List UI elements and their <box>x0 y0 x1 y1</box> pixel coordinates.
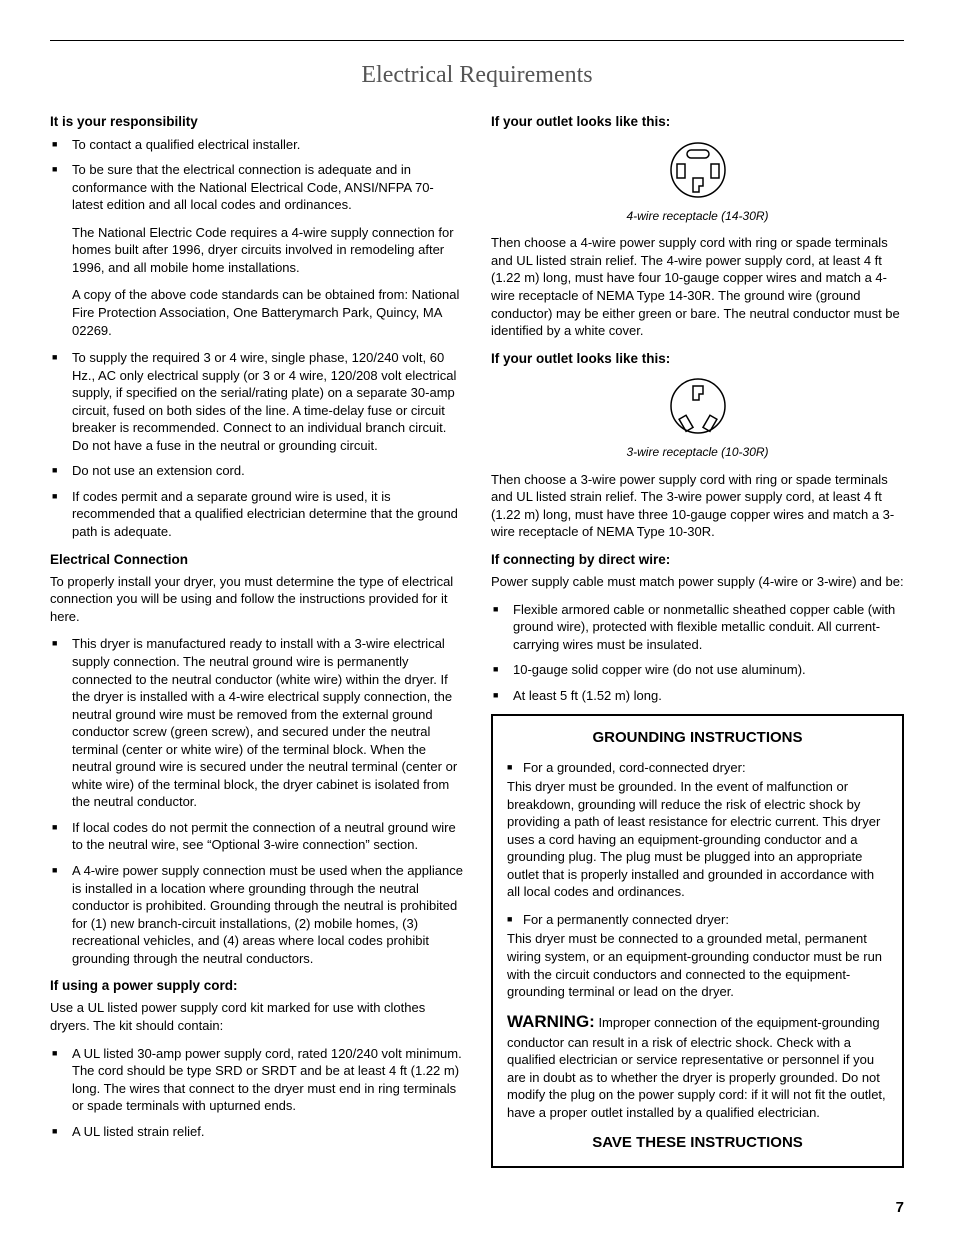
page-number: 7 <box>50 1198 904 1218</box>
list-item: To contact a qualified electrical instal… <box>50 136 463 154</box>
cord-heading: If using a power supply cord: <box>50 977 463 995</box>
paragraph: Power supply cable must match power supp… <box>491 573 904 591</box>
grounding-bullet-cord: For a grounded, cord-connected dryer: <box>507 759 888 777</box>
content-columns: It is your responsibility To contact a q… <box>50 113 904 1167</box>
left-column: It is your responsibility To contact a q… <box>50 113 463 1167</box>
list-subpara: The National Electric Code requires a 4-… <box>72 224 463 277</box>
grounding-bullet-permanent: For a permanently connected dryer: <box>507 911 888 929</box>
receptacle-4wire-icon <box>663 140 733 200</box>
grounding-title: GROUNDING INSTRUCTIONS <box>507 728 888 748</box>
list-item: Do not use an extension cord. <box>50 462 463 480</box>
paragraph: This dryer must be connected to a ground… <box>507 930 888 1000</box>
list-item: To supply the required 3 or 4 wire, sing… <box>50 349 463 454</box>
top-divider <box>50 40 904 41</box>
caption-4wire: 4-wire receptacle (14-30R) <box>491 208 904 224</box>
cord-list: A UL listed 30-amp power supply cord, ra… <box>50 1045 463 1141</box>
receptacle-3wire-figure <box>491 376 904 441</box>
list-item: This dryer is manufactured ready to inst… <box>50 635 463 810</box>
direct-wire-list: Flexible armored cable or nonmetallic sh… <box>491 601 904 705</box>
caption-3wire: 3-wire receptacle (10-30R) <box>491 444 904 460</box>
outlet-heading-4wire: If your outlet looks like this: <box>491 113 904 131</box>
responsibility-list: To contact a qualified electrical instal… <box>50 136 463 541</box>
paragraph: This dryer must be grounded. In the even… <box>507 778 888 901</box>
paragraph: To properly install your dryer, you must… <box>50 573 463 626</box>
responsibility-heading: It is your responsibility <box>50 113 463 131</box>
list-item: A UL listed strain relief. <box>50 1123 463 1141</box>
list-item-text: To be sure that the electrical connectio… <box>72 162 434 212</box>
list-item: If local codes do not permit the connect… <box>50 819 463 854</box>
paragraph: Then choose a 3-wire power supply cord w… <box>491 471 904 541</box>
list-item: If codes permit and a separate ground wi… <box>50 488 463 541</box>
right-column: If your outlet looks like this: 4-wire r… <box>491 113 904 1167</box>
paragraph: Use a UL listed power supply cord kit ma… <box>50 999 463 1034</box>
page-title: Electrical Requirements <box>50 59 904 91</box>
direct-wire-heading: If connecting by direct wire: <box>491 551 904 569</box>
receptacle-3wire-icon <box>663 376 733 436</box>
list-subpara: A copy of the above code standards can b… <box>72 286 463 339</box>
warning-paragraph: WARNING: Improper connection of the equi… <box>507 1011 888 1122</box>
outlet-heading-3wire: If your outlet looks like this: <box>491 350 904 368</box>
list-item: At least 5 ft (1.52 m) long. <box>491 687 904 705</box>
paragraph: Then choose a 4-wire power supply cord w… <box>491 234 904 339</box>
save-instructions: SAVE THESE INSTRUCTIONS <box>507 1133 888 1153</box>
warning-label: WARNING: <box>507 1012 595 1031</box>
electrical-connection-list: This dryer is manufactured ready to inst… <box>50 635 463 967</box>
grounding-box: GROUNDING INSTRUCTIONS For a grounded, c… <box>491 714 904 1167</box>
list-item: 10-gauge solid copper wire (do not use a… <box>491 661 904 679</box>
list-item: A UL listed 30-amp power supply cord, ra… <box>50 1045 463 1115</box>
receptacle-4wire-figure <box>491 140 904 205</box>
list-item: To be sure that the electrical connectio… <box>50 161 463 339</box>
list-item: A 4-wire power supply connection must be… <box>50 862 463 967</box>
electrical-connection-heading: Electrical Connection <box>50 551 463 569</box>
list-item: Flexible armored cable or nonmetallic sh… <box>491 601 904 654</box>
